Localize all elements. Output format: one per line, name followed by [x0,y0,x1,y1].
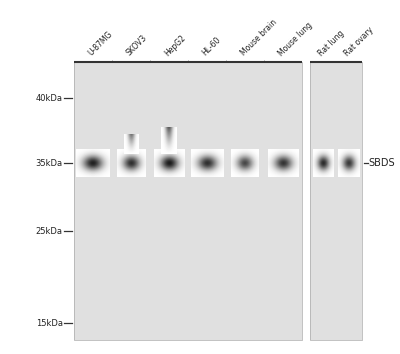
Text: Rat lung: Rat lung [317,28,346,58]
Bar [74,62,302,340]
Text: 25kDa: 25kDa [36,227,63,236]
Bar [310,62,362,340]
Text: 15kDa: 15kDa [36,319,63,328]
Bar [310,62,362,340]
Text: Mouse lung: Mouse lung [277,20,314,58]
Text: Mouse brain: Mouse brain [239,18,278,58]
Text: 35kDa: 35kDa [36,159,63,168]
Text: SBDS: SBDS [368,158,395,169]
Text: HL-60: HL-60 [201,35,223,58]
Text: Rat ovary: Rat ovary [343,25,375,58]
Text: SKOV3: SKOV3 [125,34,149,58]
Text: 40kDa: 40kDa [36,93,63,103]
Text: HepG2: HepG2 [163,33,187,58]
Text: U-87MG: U-87MG [87,30,114,58]
Bar [74,62,302,340]
